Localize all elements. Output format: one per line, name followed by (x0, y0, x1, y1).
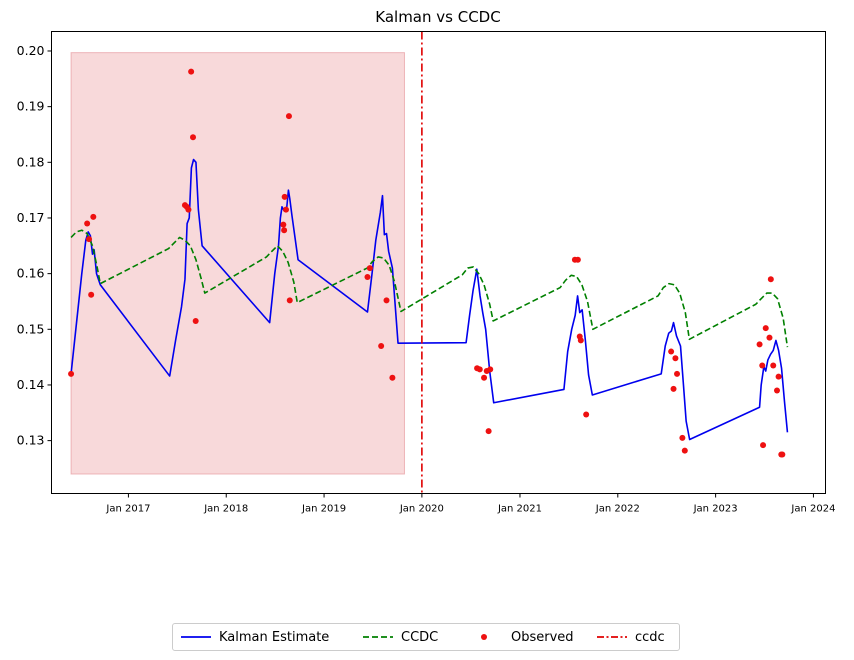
observed-point (481, 374, 488, 381)
observed-point (760, 442, 767, 449)
legend-label: ccdc (635, 629, 665, 645)
legend-item-ccdc-vline: ccdc (597, 624, 665, 650)
x-tick-label: Jan 2022 (595, 504, 640, 515)
legend-swatch-dot (481, 634, 487, 640)
observed-point (281, 227, 288, 234)
x-tick-label: Jan 2019 (301, 504, 346, 515)
observed-point (383, 297, 390, 304)
legend-item-ccdc-line: CCDC (363, 624, 438, 650)
legend-swatch-solid-line (181, 636, 211, 638)
x-tick-label: Jan 2023 (693, 504, 738, 515)
plot-frame (51, 31, 826, 494)
y-tick-label: 0.20 (17, 43, 45, 58)
legend-item-kalman: Kalman Estimate (181, 624, 329, 650)
x-tick-label: Jan 2020 (399, 504, 444, 515)
observed-point (281, 193, 288, 200)
observed-point (90, 213, 97, 220)
observed-point (681, 447, 688, 454)
observed-point (577, 337, 584, 344)
observed-point (766, 334, 773, 341)
observed-point (674, 370, 681, 377)
observed-point (280, 221, 287, 228)
observed-point (762, 325, 769, 332)
observed-point (190, 134, 197, 141)
observed-point (775, 373, 782, 380)
observed-point (378, 342, 385, 349)
y-tick-label: 0.16 (17, 266, 45, 281)
chart-title: Kalman vs CCDC (375, 8, 500, 26)
x-tick-label: Jan 2017 (105, 504, 150, 515)
observed-point (767, 276, 774, 283)
observed-point (672, 355, 679, 362)
y-tick-label: 0.15 (17, 321, 45, 336)
y-tick-label: 0.14 (17, 377, 45, 392)
observed-point (192, 317, 199, 324)
observed-point (574, 256, 581, 263)
legend-swatch-dashdot-line (597, 636, 627, 638)
x-tick-label: Jan 2024 (790, 504, 835, 515)
observed-point (84, 220, 91, 227)
observed-point (679, 434, 686, 441)
observed-point (185, 206, 192, 213)
observed-point (668, 348, 675, 355)
shaded-region (70, 52, 405, 475)
observed-point (286, 297, 293, 304)
y-tick-label: 0.18 (17, 154, 45, 169)
chart: Kalman vs CCDC 0.13 0.14 0.15 0.16 0.17 0.18 0… (17, 8, 836, 515)
y-tick-label: 0.17 (17, 210, 45, 225)
observed-point (756, 341, 763, 348)
observed-point (487, 366, 494, 373)
x-tick-label: Jan 2018 (203, 504, 248, 515)
legend-label: CCDC (401, 629, 439, 645)
observed-point (285, 113, 292, 120)
y-tick-label: 0.13 (17, 433, 45, 448)
observed-point (188, 68, 195, 75)
observed-point (88, 291, 95, 298)
x-tick-label: Jan 2021 (497, 504, 542, 515)
legend-swatch-dashed-line (363, 636, 393, 638)
legend: Kalman Estimate CCDC Observed ccdc (172, 623, 680, 651)
observed-point (68, 370, 75, 377)
observed-point (485, 428, 492, 435)
legend-label: Kalman Estimate (219, 629, 330, 645)
legend-item-observed: Observed (473, 624, 574, 650)
observed-point (283, 206, 290, 213)
series-line-ccdc (70, 229, 789, 348)
observed-point (364, 273, 371, 280)
observed-point (759, 362, 766, 369)
observed-point (773, 387, 780, 394)
y-tick-label: 0.19 (17, 99, 45, 114)
observed-point (86, 236, 93, 243)
observed-point (389, 374, 396, 381)
observed-point (670, 385, 677, 392)
observed-point (779, 451, 786, 458)
observed-point (770, 362, 777, 369)
observed-point (583, 411, 590, 418)
observed-point (476, 366, 483, 373)
legend-label: Observed (511, 629, 574, 645)
observed-point (366, 265, 373, 272)
